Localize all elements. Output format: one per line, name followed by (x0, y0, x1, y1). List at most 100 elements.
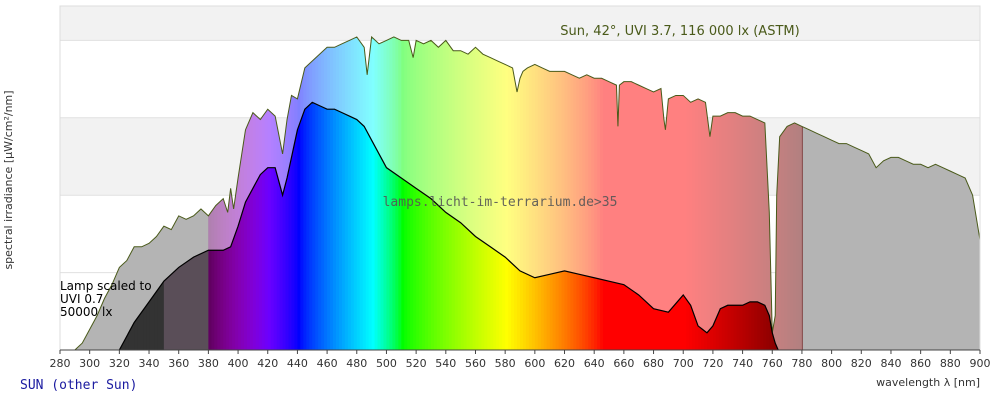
lamp-color-strip (306, 102, 310, 350)
x-tick-label: 500 (376, 357, 397, 370)
x-tick-label: 320 (109, 357, 130, 370)
lamp-color-strip (252, 102, 257, 350)
x-tick-label: 440 (287, 357, 308, 370)
lamp-color-strip (401, 102, 405, 350)
x-tick-label: 820 (851, 357, 872, 370)
lamp-color-strip (439, 102, 444, 350)
x-tick-label: 860 (910, 357, 931, 370)
x-tick-label: 400 (228, 357, 249, 370)
x-tick-label: 540 (435, 357, 456, 370)
lamp-color-strip (353, 102, 358, 350)
x-tick-label: 840 (880, 357, 901, 370)
lamp-spectrum-outline (118, 101, 779, 351)
lamp-label: Lamp scaled to UVI 0.7 50000 lx (60, 279, 155, 319)
x-tick-label: 460 (317, 357, 338, 370)
lamp-color-strip (297, 102, 301, 350)
lamp-color-strip (330, 102, 334, 350)
reference-title: Sun, 42°, UVI 3.7, 116 000 lx (ASTM) (560, 24, 799, 39)
lamp-color-strip (264, 102, 269, 350)
lamp-color-strip (377, 102, 382, 350)
lamp-color-strip (333, 102, 337, 350)
x-tick-label: 700 (673, 357, 694, 370)
lamp-color-strip (425, 102, 429, 350)
lamp-color-strip (451, 102, 456, 350)
x-tick-label: 380 (198, 357, 219, 370)
lamp-color-strip (368, 102, 373, 350)
lamp-color-strip (350, 102, 355, 350)
lamp-color-strip (258, 102, 263, 350)
lamp-color-strip (312, 102, 316, 350)
lamp-color-strip (419, 102, 423, 350)
lamp-color-strip (321, 102, 325, 350)
lamp-color-strip (392, 102, 396, 350)
x-tick-label: 360 (168, 357, 189, 370)
lamp-color-strip (315, 102, 319, 350)
x-tick-label: 600 (524, 357, 545, 370)
x-tick-label: 640 (584, 357, 605, 370)
lamp-color-strip (428, 102, 432, 350)
x-tick-label: 560 (465, 357, 486, 370)
x-axis-label: wavelength λ [nm] (876, 376, 980, 389)
lamp-color-strip (365, 102, 370, 350)
lamp-color-strip (442, 102, 447, 350)
lamp-color-strip (374, 102, 379, 350)
lamp-color-strip (270, 102, 275, 350)
x-tick-label: 300 (79, 357, 100, 370)
x-tick-label: 280 (50, 357, 71, 370)
lamp-color-strip (244, 102, 248, 350)
lamp-color-strip (279, 102, 284, 350)
lamp-color-strip (416, 102, 420, 350)
lamp-color-strip (303, 102, 307, 350)
lamp-color-strip (422, 102, 426, 350)
x-tick-label: 900 (970, 357, 991, 370)
lamp-color-strip (454, 102, 459, 350)
lamp-color-strip (273, 102, 278, 350)
lamp-color-strip (457, 102, 462, 350)
lamp-color-strip (246, 102, 251, 350)
x-tick-label: 520 (406, 357, 427, 370)
x-tick-label: 760 (762, 357, 783, 370)
x-tick-label: 740 (732, 357, 753, 370)
lamp-color-strip (413, 102, 417, 350)
lamp-color-strip (380, 102, 385, 350)
lamp-color-strip (460, 102, 465, 350)
lamp-color-strip (241, 102, 245, 350)
lamp-color-strip (395, 102, 399, 350)
lamp-color-strip (389, 102, 393, 350)
lamp-color-strip (448, 102, 453, 350)
lamp-color-strip (383, 102, 388, 350)
lamp-color-strip (356, 102, 361, 350)
lamp-color-strip (341, 102, 346, 350)
x-tick-label: 480 (346, 357, 367, 370)
x-tick-label: 580 (495, 357, 516, 370)
lamp-color-strip (344, 102, 349, 350)
lamp-color-strip (324, 102, 328, 350)
reference-spectrum-outline (74, 35, 981, 351)
lamp-color-strip (238, 102, 242, 350)
lamp-color-strip (291, 102, 296, 350)
x-tick-label: 800 (821, 357, 842, 370)
footer-source-label[interactable]: SUN (other Sun) (20, 378, 137, 393)
lamp-color-strip (407, 102, 411, 350)
x-tick-label: 880 (940, 357, 961, 370)
lamp-color-strip (294, 102, 299, 350)
lamp-color-strip (285, 102, 290, 350)
lamp-color-strip (430, 102, 435, 350)
lamp-label-line-3: 50000 lx (60, 305, 112, 319)
grid-band (60, 6, 980, 41)
x-tick-label: 420 (257, 357, 278, 370)
x-tick-label: 660 (613, 357, 634, 370)
x-axis-ticks: 280 300 320 340 360 380 400 420 440 460 480 500 520 5… (50, 349, 991, 370)
lamp-color-strip (338, 102, 343, 350)
x-tick-label: 780 (791, 357, 812, 370)
lamp-color-strip (318, 102, 322, 350)
lamp-color-strip (386, 102, 391, 350)
lamp-color-strip (410, 102, 414, 350)
lamp-color-strip (255, 102, 260, 350)
lamp-color-strip (347, 102, 352, 350)
lamp-color-strip (359, 102, 364, 350)
lamp-color-strip (309, 102, 313, 350)
x-tick-label: 340 (139, 357, 160, 370)
lamp-color-strip (300, 102, 304, 350)
